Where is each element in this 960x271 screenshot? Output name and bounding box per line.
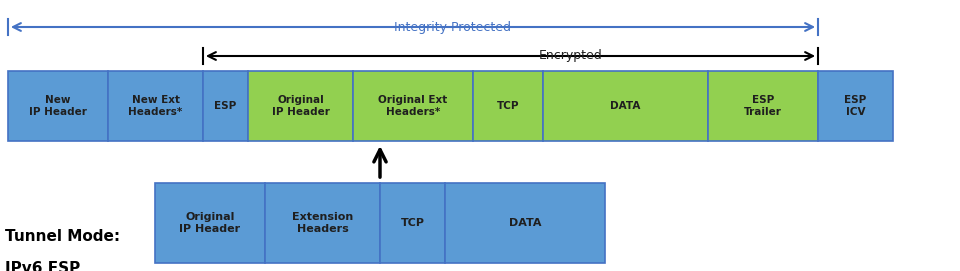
FancyBboxPatch shape <box>265 183 380 263</box>
Text: DATA: DATA <box>509 218 541 228</box>
Text: Original
IP Header: Original IP Header <box>180 212 241 234</box>
FancyBboxPatch shape <box>543 71 708 141</box>
FancyBboxPatch shape <box>380 183 445 263</box>
FancyBboxPatch shape <box>445 183 605 263</box>
Text: TCP: TCP <box>496 101 519 111</box>
FancyBboxPatch shape <box>8 71 108 141</box>
FancyBboxPatch shape <box>248 71 353 141</box>
Text: New
IP Header: New IP Header <box>29 95 87 117</box>
Text: ESP: ESP <box>214 101 236 111</box>
Text: ESP
Trailer: ESP Trailer <box>744 95 782 117</box>
Text: Integrity Protected: Integrity Protected <box>395 21 512 34</box>
FancyBboxPatch shape <box>155 183 265 263</box>
Text: Extension
Headers: Extension Headers <box>292 212 353 234</box>
FancyBboxPatch shape <box>353 71 473 141</box>
Text: Original
IP Header: Original IP Header <box>272 95 329 117</box>
Text: DATA: DATA <box>611 101 640 111</box>
Text: Tunnel Mode:: Tunnel Mode: <box>5 229 120 244</box>
FancyBboxPatch shape <box>818 71 893 141</box>
Text: Encrypted: Encrypted <box>539 50 602 63</box>
FancyBboxPatch shape <box>708 71 818 141</box>
Text: ESP
ICV: ESP ICV <box>845 95 867 117</box>
Text: New Ext
Headers*: New Ext Headers* <box>129 95 182 117</box>
Text: IPv6 ESP: IPv6 ESP <box>5 261 81 271</box>
FancyBboxPatch shape <box>108 71 203 141</box>
Text: TCP: TCP <box>400 218 424 228</box>
FancyBboxPatch shape <box>473 71 543 141</box>
FancyBboxPatch shape <box>203 71 248 141</box>
Text: Original Ext
Headers*: Original Ext Headers* <box>378 95 447 117</box>
